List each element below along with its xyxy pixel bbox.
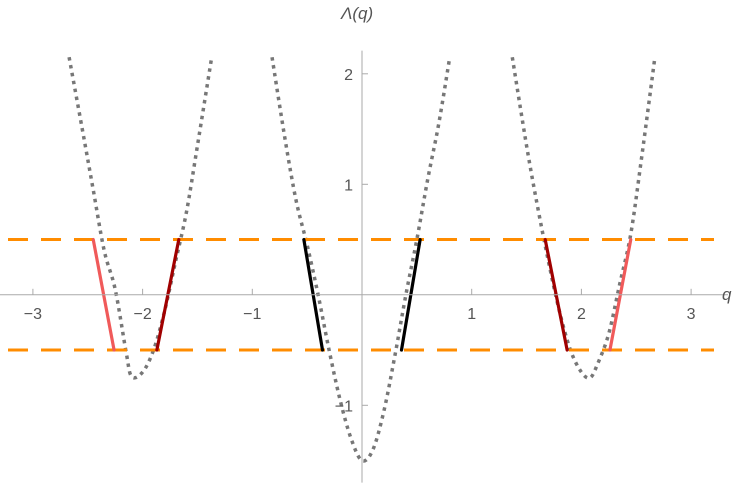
x-tick-label: −3 bbox=[24, 306, 42, 323]
threshold-lines bbox=[8, 238, 714, 352]
curve-3 bbox=[510, 56, 657, 380]
curve-2 bbox=[270, 56, 452, 463]
y-tick-label: 1 bbox=[344, 177, 353, 194]
y-tick-label: 2 bbox=[344, 67, 353, 84]
x-tick-label: 2 bbox=[577, 306, 586, 323]
y-tick-label: −1 bbox=[335, 398, 353, 415]
axes: −3 −2 −1 1 2 3 −1 1 2 bbox=[0, 50, 729, 483]
x-tick-label: −1 bbox=[243, 306, 261, 323]
y-axis-label: Λ(q) bbox=[340, 4, 373, 23]
x-tick-label: 3 bbox=[687, 306, 696, 323]
x-tick-label: 1 bbox=[467, 306, 476, 323]
curve-series bbox=[67, 56, 657, 463]
x-tick-label: −2 bbox=[133, 306, 151, 323]
x-axis-label: q bbox=[722, 285, 732, 304]
curve-1 bbox=[67, 56, 214, 380]
